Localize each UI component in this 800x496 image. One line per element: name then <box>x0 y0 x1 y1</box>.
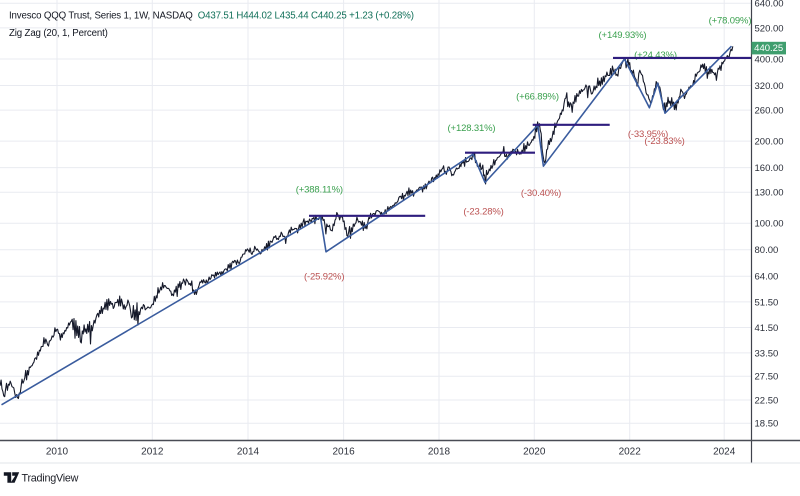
svg-text:18.50: 18.50 <box>755 419 779 430</box>
svg-text:260.00: 260.00 <box>755 106 784 117</box>
svg-text:130.00: 130.00 <box>755 188 784 199</box>
svg-text:Zig Zag (20, 1, Percent): Zig Zag (20, 1, Percent) <box>9 28 108 39</box>
svg-text:33.50: 33.50 <box>755 348 779 359</box>
svg-text:(+66.89%): (+66.89%) <box>516 92 559 103</box>
svg-text:640.00: 640.00 <box>755 0 784 10</box>
svg-text:2018: 2018 <box>428 447 451 458</box>
svg-text:520.00: 520.00 <box>755 23 784 34</box>
svg-text:200.00: 200.00 <box>755 137 784 148</box>
svg-text:51.50: 51.50 <box>755 297 779 308</box>
svg-text:(-30.40%): (-30.40%) <box>521 188 561 199</box>
svg-text:(+24.43%): (+24.43%) <box>634 50 677 61</box>
svg-text:(+388.11%): (+388.11%) <box>296 185 343 196</box>
svg-text:2016: 2016 <box>332 447 355 458</box>
svg-text:41.50: 41.50 <box>755 323 779 334</box>
svg-text:2024: 2024 <box>713 447 736 458</box>
svg-text:22.50: 22.50 <box>755 395 779 406</box>
svg-text:Invesco QQQ Trust, Series 1, 1: Invesco QQQ Trust, Series 1, 1W, NASDAQ … <box>9 11 414 22</box>
svg-text:(-23.28%): (-23.28%) <box>463 207 503 218</box>
svg-text:(-33.95%): (-33.95%) <box>628 129 668 140</box>
svg-text:400.00: 400.00 <box>755 54 784 65</box>
svg-text:2010: 2010 <box>46 447 69 458</box>
svg-text:64.00: 64.00 <box>755 272 779 283</box>
svg-text:320.00: 320.00 <box>755 81 784 92</box>
svg-text:100.00: 100.00 <box>755 219 784 230</box>
svg-text:27.50: 27.50 <box>755 372 779 383</box>
svg-text:(+78.09%): (+78.09%) <box>709 16 752 27</box>
svg-text:2012: 2012 <box>141 447 164 458</box>
svg-text:(+149.93%): (+149.93%) <box>599 30 647 41</box>
svg-text:(-25.92%): (-25.92%) <box>304 272 344 283</box>
svg-text:(-23.83%): (-23.83%) <box>644 136 684 147</box>
svg-text:80.00: 80.00 <box>755 245 779 256</box>
svg-text:2020: 2020 <box>523 447 546 458</box>
svg-text:160.00: 160.00 <box>755 163 784 174</box>
svg-text:2014: 2014 <box>237 447 260 458</box>
svg-text:(+128.31%): (+128.31%) <box>448 123 496 134</box>
svg-text:TradingView: TradingView <box>22 473 79 485</box>
svg-text:440.25: 440.25 <box>754 43 783 54</box>
svg-text:2022: 2022 <box>619 447 642 458</box>
